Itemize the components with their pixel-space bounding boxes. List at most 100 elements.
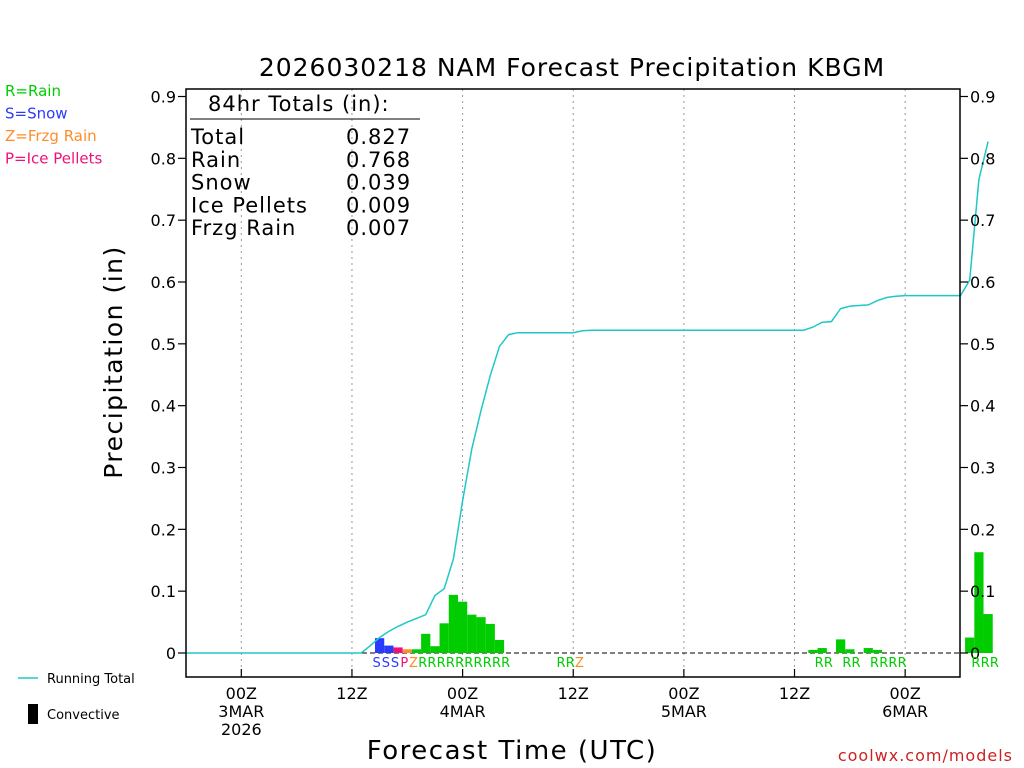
type-marker-4: Z — [409, 656, 418, 671]
totals-label-3: Ice Pellets — [191, 193, 308, 217]
type-marker-13: R — [492, 656, 501, 671]
x-tick-label-6-0: 00Z — [889, 684, 920, 703]
type-marker-22: R — [870, 656, 879, 671]
type-marker-25: R — [898, 656, 907, 671]
type-marker-9: R — [455, 656, 464, 671]
left-tick-label-0: 0 — [166, 644, 176, 663]
type-marker-5: R — [418, 656, 427, 671]
precip-bar-15 — [817, 648, 827, 653]
type-marker-16: R — [566, 656, 575, 671]
right-tick-label-3: 0.3 — [970, 459, 995, 478]
left-y-axis: 0 0.1 0.2 0.3 0.4 0.5 0.6 0.7 0.8 0.9 — [151, 88, 186, 663]
totals-value-3: 0.009 — [346, 193, 411, 217]
precip-bar-22 — [983, 614, 993, 653]
type-marker-23: R — [879, 656, 888, 671]
right-tick-label-9: 0.9 — [970, 88, 995, 107]
precip-bar-12 — [485, 623, 495, 653]
totals-label-2: Snow — [191, 171, 252, 195]
totals-label-4: Frzg Rain — [191, 216, 296, 240]
type-marker-20: R — [842, 656, 851, 671]
type-marker-15: R — [556, 656, 565, 671]
x-tick-label-0-0: 00Z — [226, 684, 257, 703]
line-legend-item-1: Convective — [47, 708, 120, 723]
precip-bar-13 — [494, 640, 505, 653]
precipitation-bars — [375, 552, 993, 653]
running-total-line — [186, 141, 989, 654]
precip-bar-17 — [845, 649, 855, 653]
precip-bar-0 — [375, 638, 385, 653]
precip-bar-21 — [974, 552, 984, 653]
totals-header: 84hr Totals (in): — [208, 92, 390, 116]
x-tick-label-0-1: 3MAR — [218, 702, 264, 721]
precip-bar-2 — [393, 647, 403, 653]
type-marker-12: R — [483, 656, 492, 671]
x-tick-label-2-1: 4MAR — [440, 702, 486, 721]
type-marker-26: R — [971, 656, 980, 671]
precip-bar-8 — [448, 594, 458, 653]
right-y-axis: 0 0.1 0.2 0.3 0.4 0.5 0.6 0.7 0.8 0.9 — [960, 88, 995, 663]
right-tick-label-8: 0.8 — [970, 149, 995, 168]
x-tick-label-5-0: 12Z — [779, 684, 810, 703]
type-legend-item-0: R=Rain — [5, 82, 61, 100]
type-marker-17: Z — [575, 656, 584, 671]
left-tick-label-3: 0.3 — [151, 459, 176, 478]
precip-type-legend: R=Rain S=Snow Z=Frzg Rain P=Ice Pellets — [5, 82, 102, 168]
type-marker-14: R — [501, 656, 510, 671]
chart-title: 2026030218 NAM Forecast Precipitation KB… — [259, 53, 885, 82]
type-legend-item-1: S=Snow — [5, 105, 68, 123]
precip-bar-5 — [421, 633, 431, 653]
vertical-gridlines — [240, 89, 906, 677]
totals-value-1: 0.768 — [346, 148, 411, 172]
credit-text: coolwx.com/models — [838, 746, 1013, 765]
precip-bar-19 — [872, 649, 883, 653]
x-tick-label-4-0: 00Z — [668, 684, 699, 703]
right-tick-label-0: 0 — [970, 644, 980, 663]
x-tick-label-0-2: 2026 — [221, 720, 262, 739]
totals-box: 84hr Totals (in): Total 0.827 Rain 0.768 Sno… — [190, 92, 420, 240]
type-marker-6: R — [427, 656, 436, 671]
right-tick-label-5: 0.5 — [970, 335, 995, 354]
precip-bar-18 — [863, 648, 873, 653]
type-marker-2: S — [391, 656, 399, 671]
left-tick-label-4: 0.4 — [151, 397, 176, 416]
totals-value-0: 0.827 — [346, 125, 411, 149]
left-tick-label-5: 0.5 — [151, 335, 176, 354]
x-axis-label: Forecast Time (UTC) — [367, 736, 658, 766]
precip-bar-6 — [430, 646, 440, 653]
totals-value-2: 0.039 — [346, 171, 411, 195]
precip-bar-7 — [439, 623, 449, 653]
x-tick-label-3-0: 12Z — [558, 684, 589, 703]
type-marker-0: S — [372, 656, 380, 671]
totals-value-4: 0.007 — [346, 216, 411, 240]
x-tick-label-6-1: 6MAR — [882, 702, 928, 721]
right-tick-label-2: 0.2 — [970, 520, 995, 539]
right-tick-label-4: 0.4 — [970, 397, 995, 416]
left-tick-label-6: 0.6 — [151, 273, 176, 292]
precip-bar-3 — [402, 649, 412, 653]
left-tick-label-7: 0.7 — [151, 211, 176, 230]
type-marker-1: S — [382, 656, 390, 671]
totals-label-1: Rain — [191, 148, 241, 172]
type-legend-item-2: Z=Frzg Rain — [5, 127, 97, 145]
precip-bar-14 — [808, 649, 818, 653]
legend-swatch-convective — [28, 704, 38, 724]
left-tick-label-1: 0.1 — [151, 582, 176, 601]
type-marker-3: P — [400, 656, 408, 671]
right-tick-label-6: 0.6 — [970, 273, 995, 292]
type-marker-24: R — [888, 656, 897, 671]
left-tick-label-9: 0.9 — [151, 88, 176, 107]
precip-bar-4 — [411, 649, 422, 653]
x-tick-label-1-0: 12Z — [336, 684, 367, 703]
right-tick-label-7: 0.7 — [970, 211, 995, 230]
left-tick-label-8: 0.8 — [151, 149, 176, 168]
type-marker-21: R — [852, 656, 861, 671]
type-marker-19: R — [824, 656, 833, 671]
type-marker-8: R — [446, 656, 455, 671]
x-tick-label-4-1: 5MAR — [661, 702, 707, 721]
precip-bar-11 — [476, 617, 486, 653]
type-legend-item-3: P=Ice Pellets — [5, 150, 102, 168]
